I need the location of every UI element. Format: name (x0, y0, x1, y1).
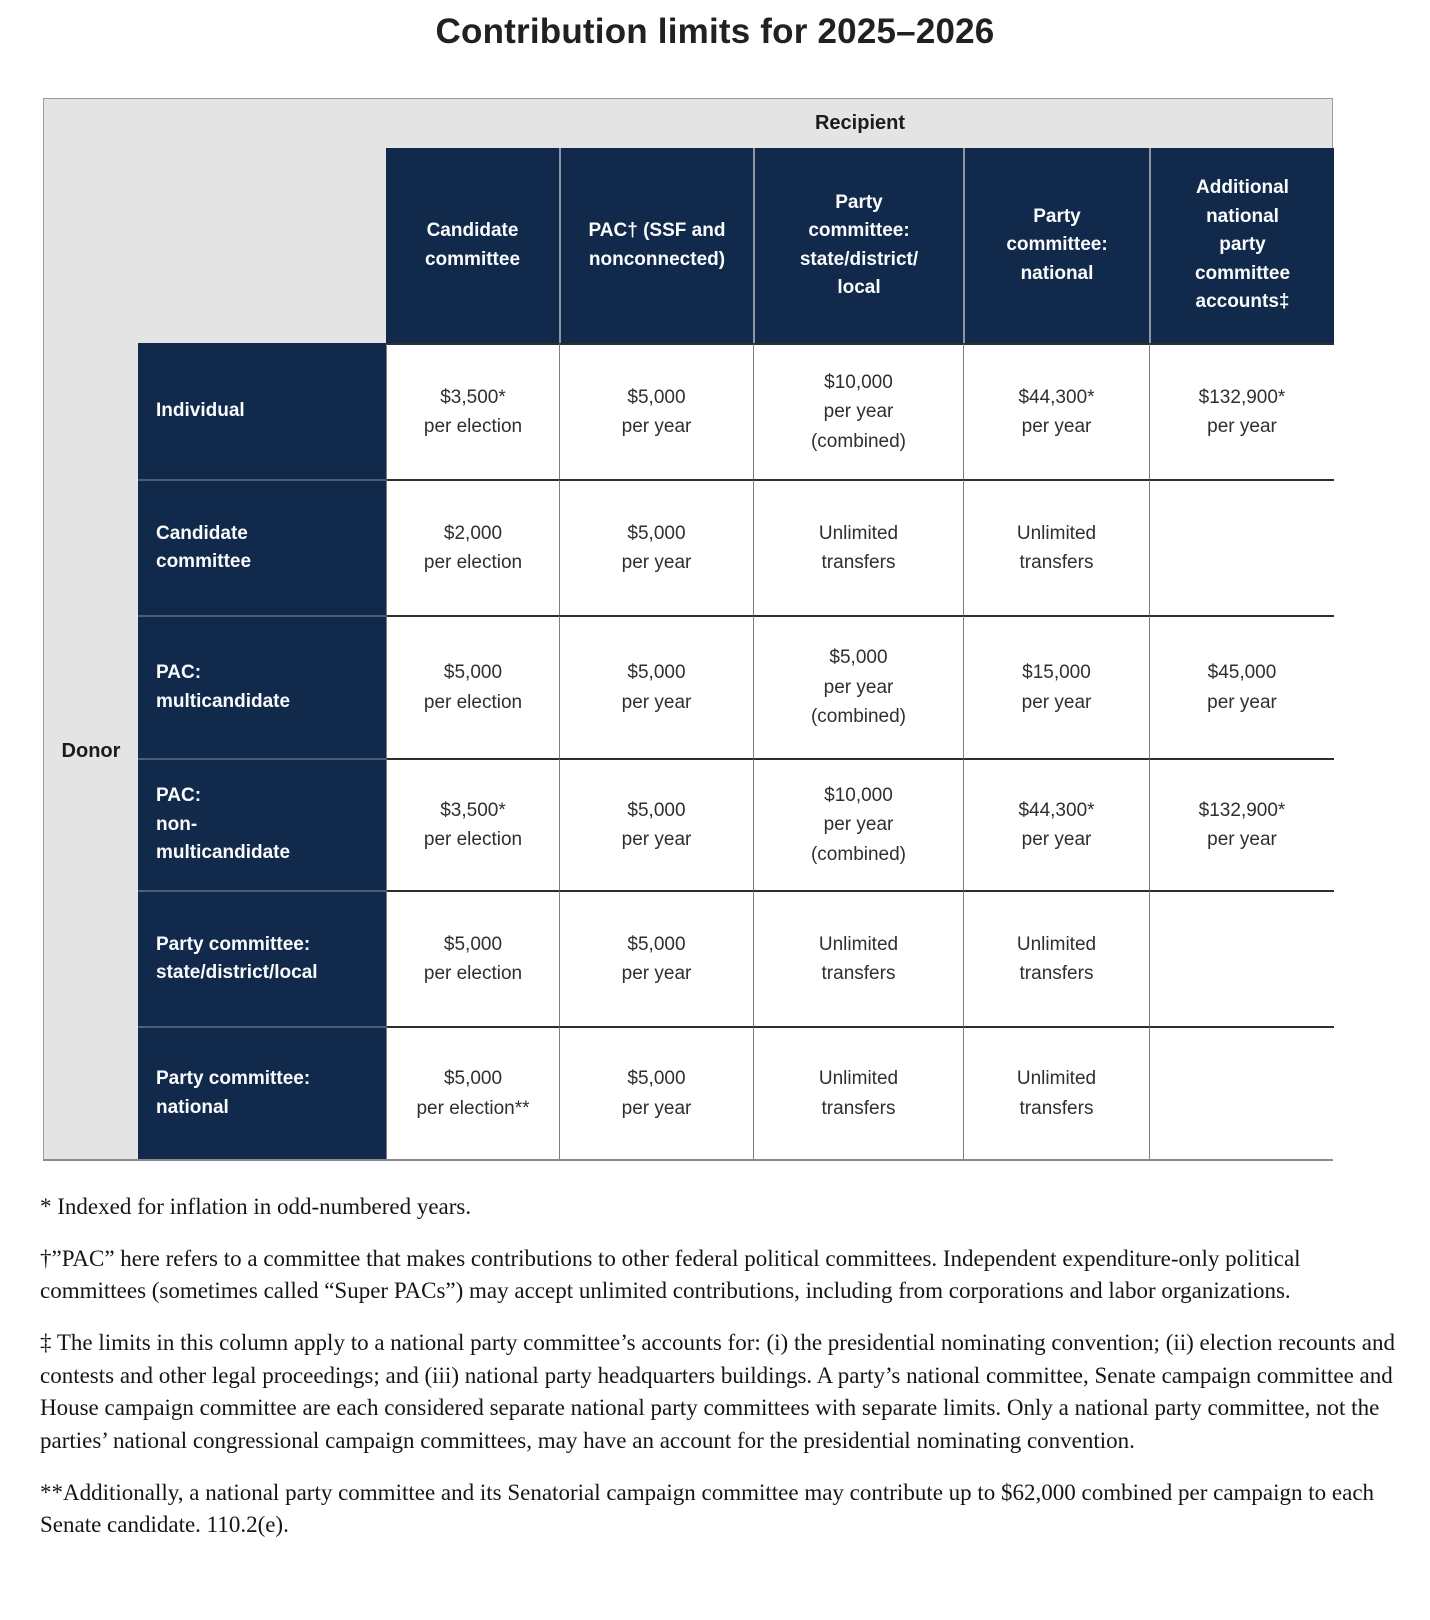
data-cell: $5,000 per year (559, 615, 753, 758)
data-cell: $3,500* per election (386, 758, 559, 890)
column-header-pac: PAC† (SSF and nonconnected) (559, 148, 753, 343)
data-cell: $5,000 per year (559, 479, 753, 615)
row-header-party-national: Party committee: national (138, 1026, 386, 1159)
data-cell: $132,900* per year (1149, 343, 1334, 479)
recipient-axis-label: Recipient (814, 112, 906, 134)
data-cell: Unlimited transfers (753, 479, 963, 615)
data-cell: $5,000 per year (559, 343, 753, 479)
contribution-limits-table: Recipient Candidate committee PAC† (SSF … (43, 98, 1334, 1161)
data-cell: $2,000 per election (386, 479, 559, 615)
column-header-party-national: Party committee: national (963, 148, 1149, 343)
footnote-senate-candidate: **Additionally, a national party committ… (40, 1479, 1375, 1538)
data-cell (1149, 890, 1334, 1026)
column-header-candidate-committee: Candidate committee (386, 148, 559, 343)
data-cell: Unlimited transfers (963, 1026, 1149, 1159)
donor-axis-label: Donor (61, 739, 121, 762)
data-cell (1149, 1026, 1334, 1159)
row-header-individual: Individual (138, 343, 386, 479)
data-cell (1149, 479, 1334, 615)
data-cell: $45,000 per year (1149, 615, 1334, 758)
row-header-party-state-district-local: Party committee: state/district/local (138, 890, 386, 1026)
data-cell: $5,000 per year (combined) (753, 615, 963, 758)
data-cell: Unlimited transfers (753, 1026, 963, 1159)
data-cell: $132,900* per year (1149, 758, 1334, 890)
footnote-inflation: * Indexed for inflation in odd-numbered … (40, 1194, 472, 1219)
data-cell: $10,000 per year (combined) (753, 758, 963, 890)
data-cell: $44,300* per year (963, 758, 1149, 890)
data-cell: $44,300* per year (963, 343, 1149, 479)
data-cell: $10,000 per year (combined) (753, 343, 963, 479)
data-cell: $3,500* per election (386, 343, 559, 479)
footnote-pac-definition: †”PAC” here refers to a committee that m… (40, 1245, 1301, 1304)
page-title: Contribution limits for 2025–2026 (435, 12, 995, 51)
data-cell: Unlimited transfers (963, 890, 1149, 1026)
column-header-additional-national-party-accounts: Additional national party committee acco… (1149, 148, 1334, 343)
data-cell: Unlimited transfers (963, 479, 1149, 615)
data-cell: $5,000 per year (559, 1026, 753, 1159)
data-cell: $5,000 per election (386, 615, 559, 758)
footnote-national-party-accounts: ‡ The limits in this column apply to a n… (40, 1329, 1395, 1453)
data-cell: $15,000 per year (963, 615, 1149, 758)
data-cell: $5,000 per election (386, 890, 559, 1026)
data-cell: $5,000 per year (559, 758, 753, 890)
data-cell: $5,000 per election** (386, 1026, 559, 1159)
column-header-party-state-district-local: Party committee: state/district/ local (753, 148, 963, 343)
row-header-pac-non-multicandidate: PAC: non- multicandidate (138, 758, 386, 890)
footnotes: * Indexed for inflation in odd-numbered … (40, 1191, 1405, 1542)
data-cell: $5,000 per year (559, 890, 753, 1026)
row-header-pac-multicandidate: PAC: multicandidate (138, 615, 386, 758)
row-header-candidate-committee: Candidate committee (138, 479, 386, 615)
data-cell: Unlimited transfers (753, 890, 963, 1026)
